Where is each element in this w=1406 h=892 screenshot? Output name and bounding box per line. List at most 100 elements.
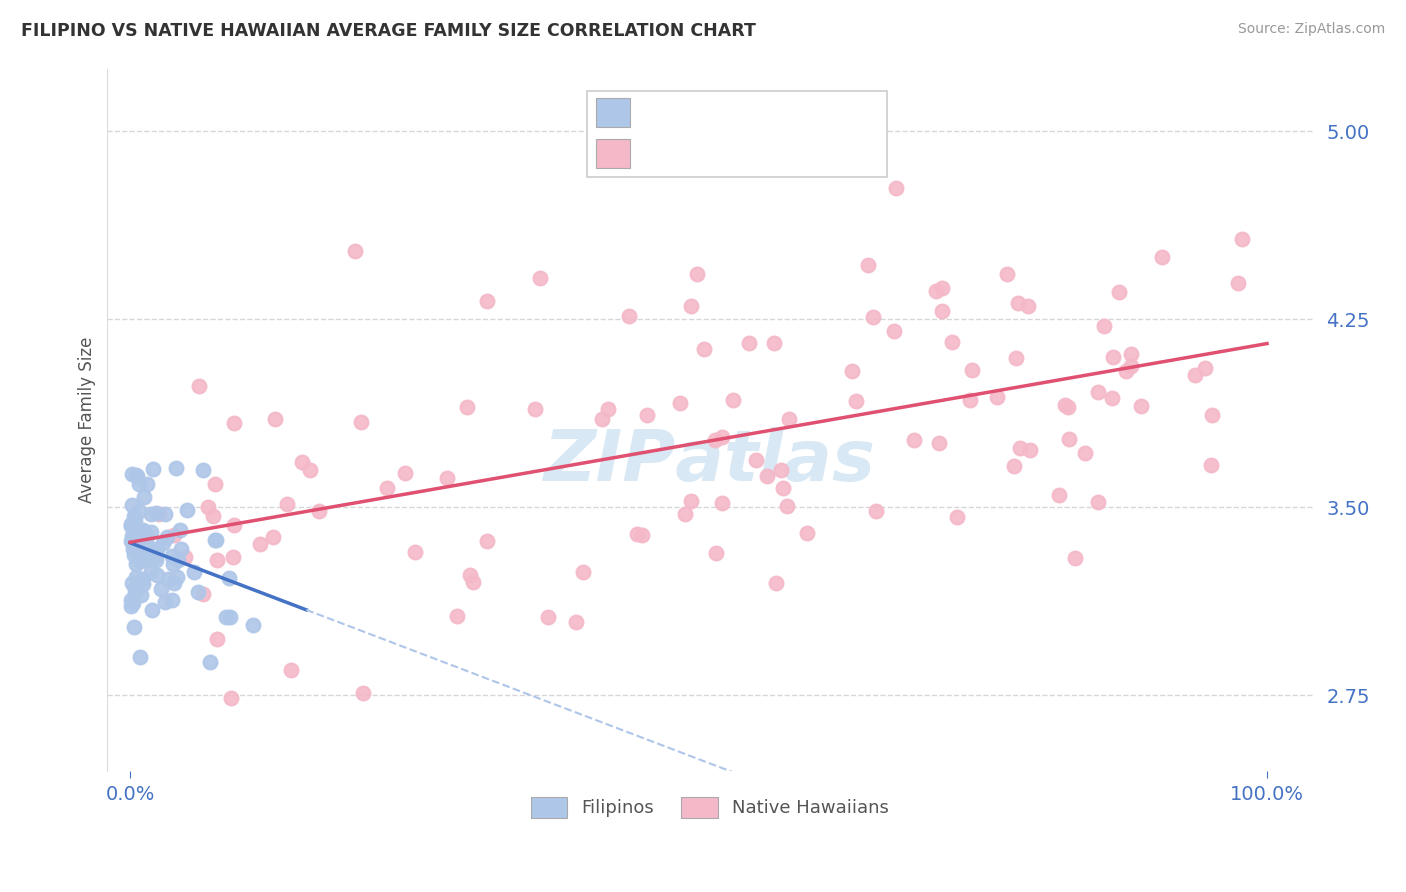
Point xyxy=(187,378,209,392)
Point xyxy=(145,506,167,520)
Y-axis label: Average Family Size: Average Family Size xyxy=(79,336,96,503)
Point xyxy=(704,546,727,560)
Point xyxy=(129,544,152,558)
Point xyxy=(1227,276,1250,290)
Point xyxy=(796,525,818,540)
Point xyxy=(121,518,143,533)
Point xyxy=(204,476,226,491)
Point xyxy=(352,686,374,700)
Point xyxy=(477,294,499,309)
Text: N =: N = xyxy=(769,144,808,162)
Point xyxy=(128,504,150,518)
Point xyxy=(163,576,186,591)
Point xyxy=(276,497,298,511)
Point xyxy=(617,309,640,323)
Point xyxy=(148,507,170,521)
Point xyxy=(529,270,551,285)
Point xyxy=(756,468,779,483)
Point xyxy=(925,284,948,298)
Point xyxy=(120,534,142,549)
Point xyxy=(636,408,658,422)
Bar xyxy=(596,98,630,127)
Point xyxy=(986,390,1008,404)
Point xyxy=(152,536,174,550)
Point xyxy=(1108,285,1130,299)
Point xyxy=(121,529,143,543)
Point xyxy=(350,415,373,429)
Point xyxy=(125,522,148,536)
Point xyxy=(170,542,193,557)
Point xyxy=(139,525,162,540)
Point xyxy=(669,396,692,410)
Point xyxy=(132,490,155,504)
Point xyxy=(769,463,792,477)
Point xyxy=(858,258,880,272)
Point xyxy=(931,281,953,295)
Point xyxy=(124,513,146,527)
Point xyxy=(776,499,799,513)
Point xyxy=(862,310,884,324)
Point xyxy=(132,524,155,539)
Point xyxy=(124,619,146,633)
Point xyxy=(404,544,426,558)
Point xyxy=(120,599,142,614)
Point xyxy=(1101,392,1123,406)
Point xyxy=(129,549,152,564)
Point xyxy=(160,592,183,607)
Point xyxy=(565,615,588,629)
Text: R =: R = xyxy=(641,144,679,162)
Point xyxy=(537,610,560,624)
Point xyxy=(1194,361,1216,376)
Point xyxy=(120,517,142,532)
Text: 0.531: 0.531 xyxy=(689,144,756,162)
Point xyxy=(125,467,148,482)
Point xyxy=(1152,250,1174,264)
Point xyxy=(167,553,190,567)
Point xyxy=(883,324,905,338)
Point xyxy=(207,552,229,566)
Point xyxy=(187,584,209,599)
Point xyxy=(778,412,800,426)
Point xyxy=(941,335,963,350)
Point xyxy=(959,393,981,408)
Point xyxy=(692,342,714,356)
Point xyxy=(1017,298,1039,312)
Point xyxy=(139,564,162,578)
Point xyxy=(224,417,246,431)
Point xyxy=(153,507,176,521)
Point xyxy=(219,691,242,706)
Point xyxy=(1018,443,1040,458)
Point xyxy=(204,533,226,548)
Point xyxy=(125,557,148,571)
Point xyxy=(125,536,148,550)
Text: N =: N = xyxy=(769,103,808,121)
Point xyxy=(174,549,197,564)
Point xyxy=(1087,384,1109,399)
Point xyxy=(145,553,167,567)
Point xyxy=(596,402,619,417)
Point xyxy=(132,572,155,586)
Point xyxy=(222,518,245,533)
Point xyxy=(128,551,150,566)
Point xyxy=(1232,231,1254,245)
Point xyxy=(215,610,238,624)
Point xyxy=(1005,351,1028,365)
Point xyxy=(201,508,224,523)
Point xyxy=(198,655,221,669)
Point xyxy=(205,632,228,647)
Point xyxy=(122,533,145,548)
Point xyxy=(343,244,366,259)
Point xyxy=(1007,295,1029,310)
Point xyxy=(903,433,925,447)
Point xyxy=(884,181,907,195)
Point xyxy=(308,504,330,518)
Point xyxy=(1010,441,1032,455)
Point xyxy=(165,461,187,475)
Text: FILIPINO VS NATIVE HAWAIIAN AVERAGE FAMILY SIZE CORRELATION CHART: FILIPINO VS NATIVE HAWAIIAN AVERAGE FAMI… xyxy=(21,22,756,40)
Point xyxy=(1054,398,1077,412)
Point xyxy=(150,582,173,596)
Point xyxy=(456,401,478,415)
Point xyxy=(121,467,143,481)
Point xyxy=(995,267,1018,281)
Point xyxy=(124,582,146,596)
